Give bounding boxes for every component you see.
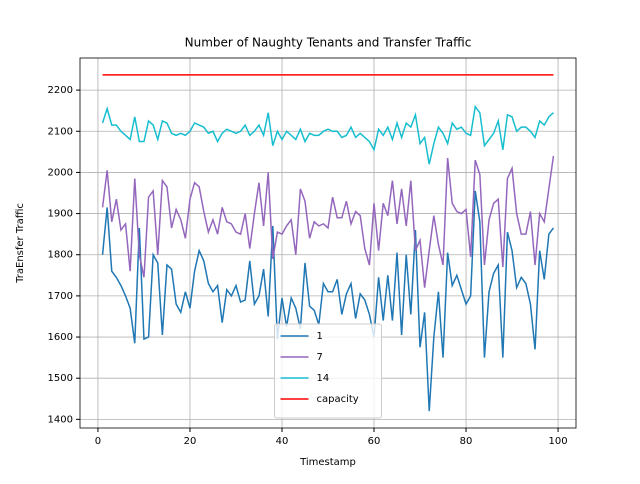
x-tick-label: 40: [276, 436, 289, 447]
x-tick-label: 100: [549, 436, 568, 447]
plot-frame: [79, 57, 577, 429]
y-axis-label: TraEnsfer Traffic: [15, 203, 26, 284]
series-line: [101, 155, 555, 288]
legend-label: 1: [317, 331, 323, 342]
y-tick-label: 2100: [48, 126, 73, 137]
chart-title: Number of Naughty Tenants and Transfer T…: [185, 36, 472, 50]
legend-label: capacity: [317, 394, 359, 405]
y-tick-label: 1600: [48, 332, 73, 343]
series-line: [101, 190, 555, 412]
y-tick-label: 1800: [48, 250, 73, 261]
series-line: [101, 104, 554, 165]
legend: 1 7 14 capacity: [274, 323, 382, 419]
x-tick-label: 20: [184, 436, 197, 447]
y-tick-label: 1500: [48, 373, 73, 384]
legend-label: 7: [317, 352, 323, 363]
x-tick-label: 0: [95, 436, 101, 447]
legend-label: 14: [317, 373, 330, 384]
y-tick-label: 2000: [48, 167, 73, 178]
y-tick-label: 1900: [48, 209, 73, 220]
x-tick-label: 60: [368, 436, 381, 447]
x-tick-label: 80: [460, 436, 473, 447]
y-tick-label: 2200: [48, 85, 73, 96]
y-tick-label: 1700: [48, 291, 73, 302]
x-axis-label: Timestamp: [299, 457, 356, 468]
legend-box: [274, 323, 382, 419]
y-tick-label: 1400: [48, 414, 73, 425]
